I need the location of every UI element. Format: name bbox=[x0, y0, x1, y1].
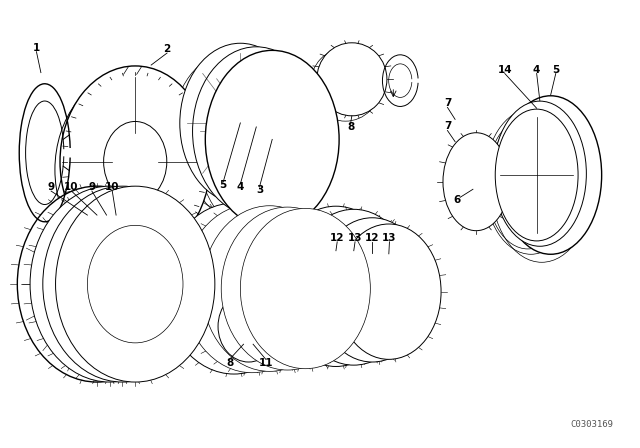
Text: 7: 7 bbox=[444, 121, 451, 131]
Text: 13: 13 bbox=[348, 233, 362, 243]
Ellipse shape bbox=[495, 109, 578, 241]
Text: 11: 11 bbox=[259, 358, 273, 368]
Ellipse shape bbox=[183, 204, 321, 373]
Ellipse shape bbox=[180, 43, 301, 203]
Ellipse shape bbox=[241, 208, 371, 369]
Text: 5: 5 bbox=[220, 180, 227, 190]
Ellipse shape bbox=[205, 50, 339, 228]
Text: 10: 10 bbox=[105, 182, 120, 193]
Text: 8: 8 bbox=[347, 122, 354, 132]
Ellipse shape bbox=[218, 291, 279, 362]
Text: 12: 12 bbox=[330, 233, 344, 243]
Text: 2: 2 bbox=[163, 44, 171, 55]
Ellipse shape bbox=[88, 225, 183, 343]
Wedge shape bbox=[124, 246, 147, 255]
Ellipse shape bbox=[56, 186, 215, 382]
Ellipse shape bbox=[493, 101, 586, 246]
Text: 10: 10 bbox=[64, 182, 79, 193]
Ellipse shape bbox=[443, 133, 509, 231]
Ellipse shape bbox=[62, 225, 157, 343]
Text: 14: 14 bbox=[497, 65, 512, 75]
Ellipse shape bbox=[164, 203, 304, 374]
Ellipse shape bbox=[30, 186, 189, 382]
Ellipse shape bbox=[317, 43, 387, 116]
Text: 9: 9 bbox=[88, 182, 95, 193]
Ellipse shape bbox=[273, 206, 398, 366]
Text: 4: 4 bbox=[237, 182, 244, 193]
Ellipse shape bbox=[221, 207, 354, 370]
Text: 8: 8 bbox=[226, 358, 233, 368]
Ellipse shape bbox=[49, 225, 145, 343]
Text: 5: 5 bbox=[552, 65, 559, 75]
Text: 4: 4 bbox=[533, 65, 540, 75]
Text: 9: 9 bbox=[47, 182, 54, 193]
Text: 7: 7 bbox=[444, 98, 451, 108]
Ellipse shape bbox=[43, 186, 202, 382]
Text: 3: 3 bbox=[256, 185, 263, 195]
Ellipse shape bbox=[337, 224, 441, 359]
Ellipse shape bbox=[60, 66, 211, 258]
Text: 6: 6 bbox=[453, 195, 461, 205]
Text: 1: 1 bbox=[33, 43, 40, 53]
Text: 13: 13 bbox=[382, 233, 397, 243]
Ellipse shape bbox=[293, 209, 414, 365]
Ellipse shape bbox=[104, 121, 167, 202]
Text: 12: 12 bbox=[365, 233, 380, 243]
Ellipse shape bbox=[316, 218, 428, 362]
Ellipse shape bbox=[75, 225, 170, 343]
Text: C0303169: C0303169 bbox=[570, 420, 613, 429]
Ellipse shape bbox=[17, 186, 177, 382]
Ellipse shape bbox=[193, 47, 320, 216]
Ellipse shape bbox=[500, 96, 602, 254]
Ellipse shape bbox=[202, 206, 337, 371]
